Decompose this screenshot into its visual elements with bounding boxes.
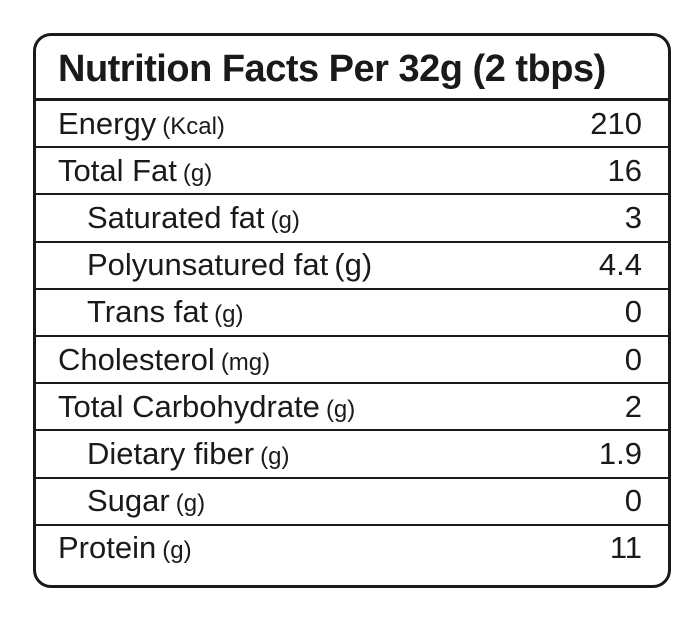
nutrient-label: Energy (Kcal) [58, 106, 225, 142]
nutrient-row-dietary-fiber: Dietary fiber (g) 1.9 [36, 431, 668, 479]
nutrient-row-cholesterol: Cholesterol (mg) 0 [36, 337, 668, 385]
nutrient-value: 210 [590, 105, 642, 141]
nutrient-name: Saturated fat [87, 199, 265, 235]
nutrient-label: Dietary fiber (g) [58, 436, 289, 472]
nutrient-value: 1.9 [598, 435, 642, 471]
nutrient-row-energy: Energy (Kcal) 210 [36, 101, 668, 149]
nutrient-name: Total Carbohydrate [58, 388, 320, 424]
nutrient-label: Protein (g) [58, 530, 192, 566]
nutrient-label: Sugar (g) [58, 483, 205, 519]
nutrient-value: 4.4 [598, 247, 642, 283]
nutrient-label: Total Fat (g) [58, 153, 212, 189]
nutrient-label: Total Carbohydrate (g) [58, 389, 355, 425]
nutrient-name: Sugar [87, 483, 170, 519]
nutrient-unit: (g) [325, 395, 356, 423]
nutrient-value: 2 [624, 388, 642, 424]
nutrient-row-polyunsatured-fat: Polyunsatured fat (g) 4.4 [36, 243, 668, 290]
nutrient-row-total-fat: Total Fat (g) 16 [36, 148, 668, 196]
nutrient-row-total-carbohydrate: Total Carbohydrate (g) 2 [36, 384, 668, 432]
nutrient-unit: (g) [182, 159, 213, 187]
nutrient-name: Cholesterol [58, 341, 215, 377]
nutrient-unit: (mg) [220, 348, 271, 376]
nutrient-value: 16 [607, 152, 642, 188]
nutrient-label: Cholesterol (mg) [58, 342, 270, 378]
nutrient-value: 0 [624, 294, 642, 330]
nutrient-unit: (g) [214, 301, 244, 329]
nutrient-value: 0 [624, 483, 642, 519]
nutrient-unit: (g) [270, 206, 300, 234]
nutrient-label: Polyunsatured fat (g) [58, 247, 372, 283]
nutrient-row-sugar: Sugar (g) 0 [36, 479, 668, 526]
nutrient-label: Trans fat (g) [58, 294, 244, 330]
nutrition-facts-panel: Nutrition Facts Per 32g (2 tbps) Energy(… [33, 33, 671, 588]
nutrient-row-saturated-fat: Saturated fat (g) 3 [36, 195, 668, 243]
nutrition-facts-title: Nutrition Facts Per 32g (2 tbps) [36, 36, 668, 101]
nutrient-unit: (g) [175, 490, 206, 518]
nutrient-unit: (g) [334, 247, 373, 283]
nutrient-name: Protein [58, 530, 157, 566]
nutrient-name: Trans fat [87, 294, 209, 330]
nutrient-unit: (Kcal) [162, 112, 225, 140]
nutrient-name: Energy [58, 105, 157, 141]
nutrient-row-trans-fat: Trans fat (g) 0 [36, 290, 668, 337]
nutrient-label: Saturated fat (g) [58, 200, 300, 236]
nutrient-row-protein: Protein (g) 11 [36, 526, 668, 571]
nutrient-value: 0 [624, 341, 642, 377]
nutrient-unit: (g) [260, 442, 290, 470]
nutrient-name: Dietary fiber [87, 435, 255, 471]
nutrient-name: Total Fat [58, 152, 177, 188]
nutrient-value: 11 [609, 530, 642, 566]
nutrient-name: Polyunsatured fat [87, 247, 329, 283]
nutrient-value: 3 [624, 199, 642, 235]
nutrient-unit: (g) [162, 537, 192, 565]
